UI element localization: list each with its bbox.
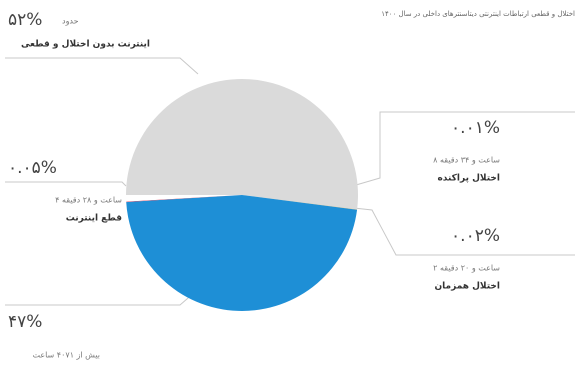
leader-line bbox=[5, 57, 199, 75]
pie-slice bbox=[242, 195, 358, 210]
leader-line bbox=[355, 111, 575, 186]
pie-slice bbox=[126, 78, 358, 210]
slice-detail: ۲ ساعت و ۲۰ دقیقه bbox=[433, 264, 500, 273]
chart-title: اختلال و قطعی ارتباطات اینترنتی دیتاسنتر… bbox=[381, 10, 575, 18]
value-label: ۴۷% bbox=[8, 312, 42, 332]
value-label: ۰.۰۵% bbox=[8, 158, 57, 178]
slice-detail: بیش از ۴۰۷۱ ساعت bbox=[32, 351, 100, 360]
annotation: حدود bbox=[62, 17, 79, 26]
slice-name: اختلال پراکنده bbox=[437, 174, 500, 184]
leader-line bbox=[5, 291, 196, 306]
value-label: ۵۲% bbox=[8, 10, 42, 30]
leader-line bbox=[5, 181, 127, 187]
leader-line bbox=[353, 207, 575, 256]
slice-name: قطع اینترنت bbox=[66, 214, 122, 224]
slice-detail: ۴ ساعت و ۲۸ دقیقه bbox=[55, 196, 122, 205]
slice-name: اختلال همزمان bbox=[434, 282, 500, 292]
pie-slice bbox=[242, 195, 358, 210]
slice-detail: ۸ ساعت و ۳۴ دقیقه bbox=[433, 156, 500, 165]
pie-slice bbox=[126, 195, 242, 203]
value-label: ۰.۰۲% bbox=[451, 226, 500, 246]
value-label: ۰.۰۱% bbox=[451, 118, 500, 138]
slice-name: اینترنت بدون اختلال و قطعی bbox=[21, 40, 150, 50]
pie-slice bbox=[126, 195, 358, 312]
